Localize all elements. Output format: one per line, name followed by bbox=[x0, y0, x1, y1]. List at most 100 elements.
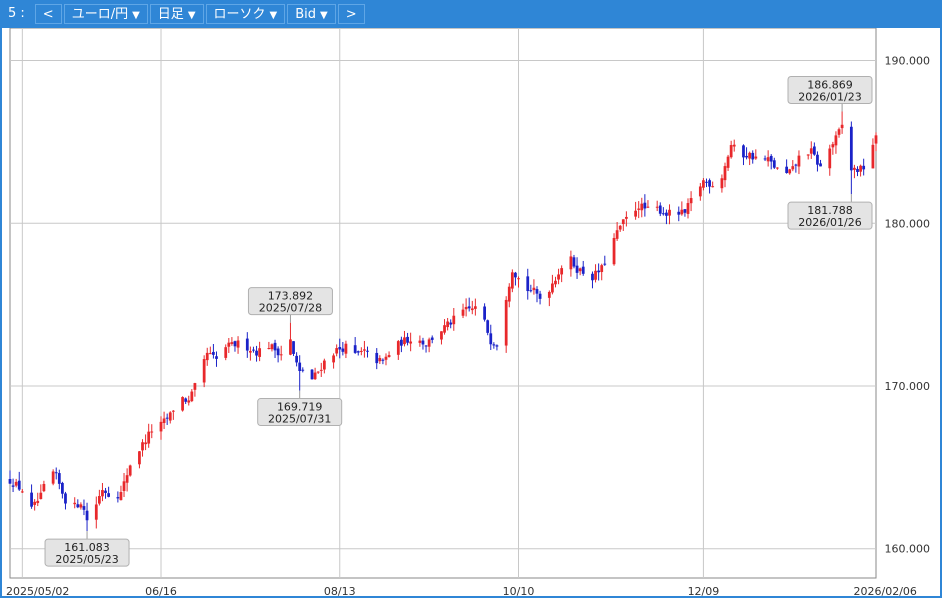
candle-up bbox=[236, 340, 240, 348]
candle-down bbox=[400, 339, 403, 346]
candle-down bbox=[489, 333, 493, 345]
candle-up bbox=[230, 342, 234, 344]
candle-up bbox=[840, 124, 844, 129]
candle-up bbox=[554, 280, 557, 285]
currency-pair-dropdown[interactable]: ユーロ/円 ▼ bbox=[63, 4, 148, 24]
candle-down bbox=[763, 158, 767, 160]
candle-up bbox=[162, 418, 166, 423]
candle-up bbox=[775, 167, 779, 169]
candle-down bbox=[483, 306, 486, 320]
candle-down bbox=[338, 347, 342, 350]
candle-down bbox=[116, 497, 120, 499]
candle-up bbox=[754, 156, 758, 159]
chart-type-label: ローソク bbox=[213, 7, 266, 22]
prev-button[interactable]: < bbox=[34, 4, 62, 24]
candle-up bbox=[313, 372, 317, 380]
candle-down bbox=[353, 345, 357, 353]
annotation-date: 2025/07/28 bbox=[259, 302, 322, 315]
candle-up bbox=[874, 135, 878, 144]
candle-up bbox=[837, 129, 841, 135]
candle-down bbox=[424, 345, 428, 347]
candle-down bbox=[292, 341, 295, 354]
chart-type-dropdown[interactable]: ローソク ▼ bbox=[205, 4, 286, 24]
candle-up bbox=[560, 268, 564, 275]
x-tick-label: 2025/05/02 bbox=[6, 585, 69, 598]
candle-down bbox=[603, 263, 607, 265]
candle-up bbox=[150, 431, 154, 433]
candle-down bbox=[298, 362, 302, 371]
candle-down bbox=[705, 181, 708, 183]
candle-up bbox=[39, 492, 43, 500]
candle-down bbox=[535, 289, 539, 294]
candle-down bbox=[255, 350, 258, 356]
candle-down bbox=[812, 146, 816, 155]
candle-up bbox=[141, 442, 144, 451]
candle-up bbox=[532, 287, 536, 291]
candle-up bbox=[766, 157, 770, 162]
candle-down bbox=[794, 164, 798, 166]
candle-up bbox=[193, 383, 197, 390]
candle-up bbox=[396, 341, 400, 355]
candle-up bbox=[723, 166, 727, 181]
candle-up bbox=[147, 431, 151, 444]
candle-down bbox=[708, 180, 711, 187]
chevron-down-icon: ▼ bbox=[320, 10, 328, 21]
candle-down bbox=[526, 276, 530, 292]
candle-up bbox=[828, 148, 832, 169]
candle-up bbox=[578, 268, 582, 272]
period-dropdown[interactable]: 日足 ▼ bbox=[149, 4, 204, 24]
candle-down bbox=[381, 359, 385, 361]
candle-up bbox=[128, 465, 132, 476]
candle-down bbox=[64, 493, 67, 504]
candle-down bbox=[184, 398, 188, 402]
candle-down bbox=[273, 342, 277, 351]
candle-up bbox=[461, 309, 465, 316]
candle-up bbox=[248, 351, 252, 353]
candle-down bbox=[61, 482, 64, 494]
candle-down bbox=[30, 492, 33, 507]
candle-down bbox=[683, 209, 687, 213]
y-tick-label: 190.000 bbox=[885, 55, 931, 68]
candle-up bbox=[624, 216, 628, 219]
candlestick-chart[interactable]: 190.000 180.000 170.000 160.000 2025/05/02 06… bbox=[0, 28, 942, 598]
candle-down bbox=[276, 348, 280, 356]
candle-up bbox=[732, 144, 736, 147]
candle-up bbox=[464, 306, 468, 310]
annotation-price: 173.892 bbox=[268, 290, 314, 303]
candle-up bbox=[279, 354, 283, 356]
candle-up bbox=[640, 203, 644, 211]
candle-up bbox=[440, 331, 443, 340]
candle-down bbox=[215, 356, 218, 359]
annotation-box bbox=[787, 75, 873, 104]
candle-up bbox=[680, 209, 684, 215]
candle-up bbox=[359, 350, 363, 352]
candle-down bbox=[597, 270, 601, 273]
gridlines bbox=[10, 28, 876, 578]
candle-up bbox=[557, 274, 560, 280]
candle-up bbox=[79, 504, 83, 508]
candle-up bbox=[227, 342, 231, 347]
candle-down bbox=[643, 202, 647, 209]
candle-down bbox=[769, 155, 773, 162]
candle-up bbox=[637, 208, 641, 210]
price-side-dropdown[interactable]: Bid ▼ bbox=[287, 4, 336, 24]
candle-down bbox=[76, 504, 80, 508]
x-tick-label: 10/10 bbox=[503, 585, 535, 598]
candle-down bbox=[356, 351, 360, 353]
candle-up bbox=[267, 348, 271, 350]
candle-up bbox=[51, 471, 55, 484]
candle-up bbox=[168, 412, 172, 421]
candle-down bbox=[742, 145, 745, 158]
candle-up bbox=[270, 344, 274, 350]
candle-up bbox=[138, 451, 141, 465]
annotation-box bbox=[257, 398, 343, 427]
candle-down bbox=[772, 160, 776, 168]
annotation-date: 2026/01/23 bbox=[798, 90, 861, 103]
candle-down bbox=[816, 154, 819, 165]
candle-down bbox=[406, 336, 409, 343]
candle-up bbox=[711, 186, 715, 188]
candle-up bbox=[646, 206, 650, 208]
candle-down bbox=[252, 349, 255, 351]
next-button[interactable]: > bbox=[337, 4, 365, 24]
